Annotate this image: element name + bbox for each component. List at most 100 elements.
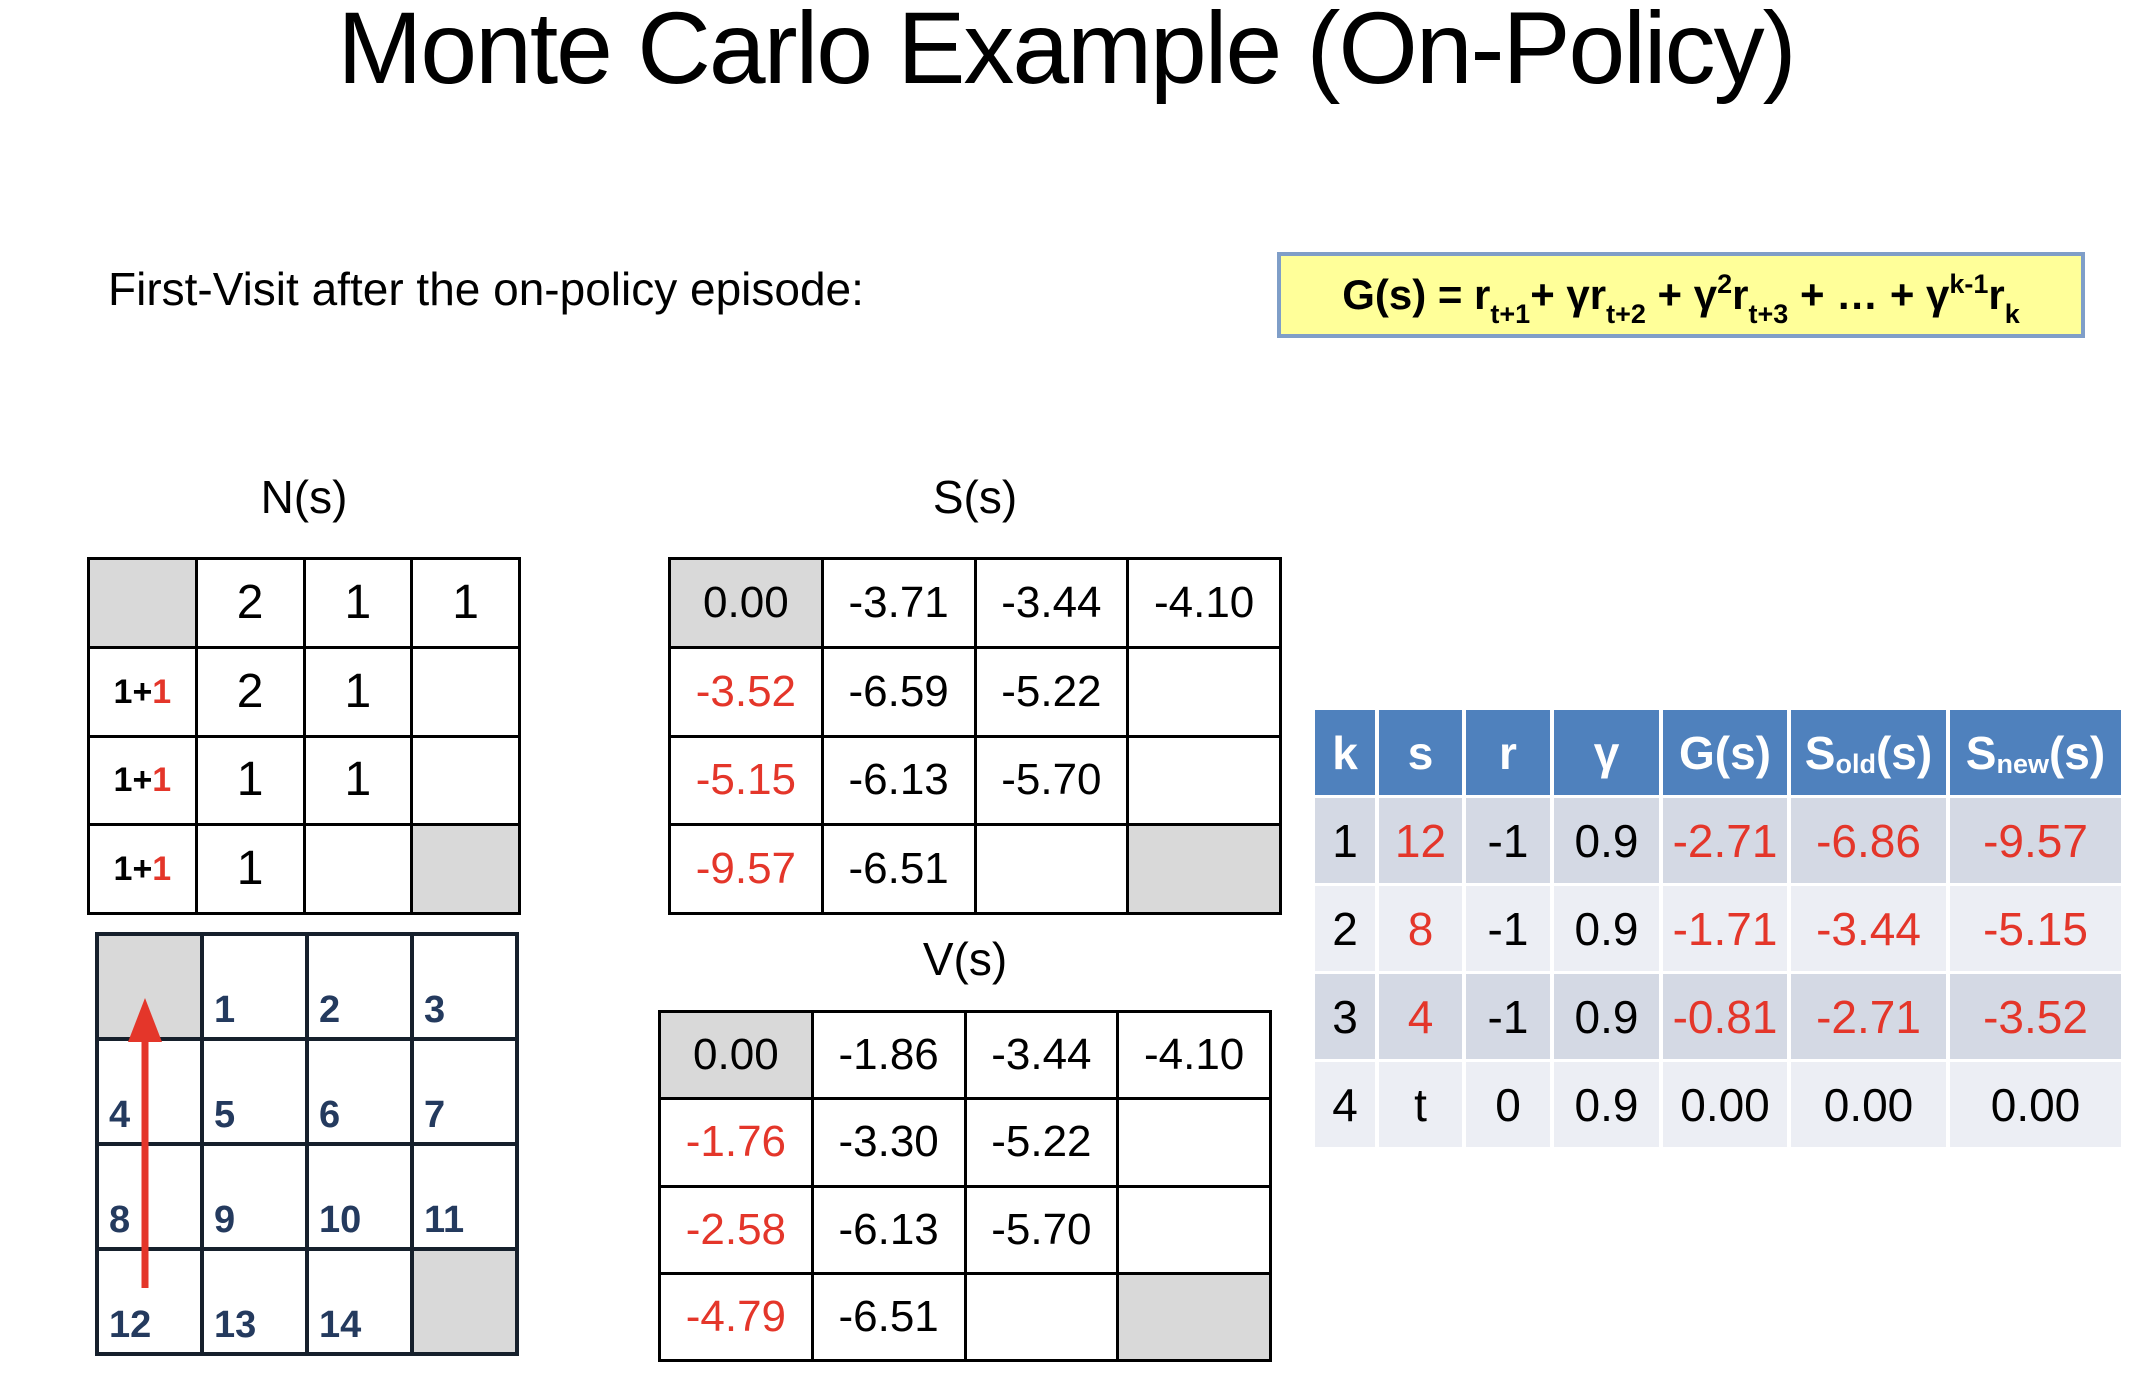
text-part: 12 [1394, 814, 1447, 867]
grid-cell-r3c1: 13 [204, 1251, 305, 1352]
visit-count-cell-r1c1: 2 [197, 648, 303, 735]
grid-cell-r2c1: 9 [204, 1146, 305, 1247]
value-table: 0.00 -1.86 -3.44 -4.10 -1.76 -3.30 -5.22 -2.58 -… [658, 1010, 1272, 1362]
text-part: S [1804, 726, 1836, 779]
visit-count-cell-r2c2: 1 [305, 737, 411, 824]
return-sum-table: 0.00 -3.71 -3.44 -4.10 -3.52 -6.59 -5.22 -5.15 -… [668, 557, 1282, 915]
text-part: -1.71 [1672, 902, 1778, 955]
state-number: 10 [319, 1199, 362, 1241]
text-part: -4.10 [1143, 1030, 1245, 1080]
return-sum-cell-r1c2: -5.22 [976, 648, 1127, 735]
text-part: r [1988, 271, 2005, 318]
text-part: r [1499, 726, 1517, 779]
episode-table-cell-r1c6: -5.15 [1950, 886, 2121, 971]
episode-table-cell-r1c2: -1 [1466, 886, 1550, 971]
text-part: t [1414, 1078, 1427, 1131]
text-part: -3.30 [838, 1117, 939, 1167]
visit-count-cell-r0c2: 1 [305, 560, 411, 646]
episode-table-header-c1: s [1379, 710, 1462, 795]
text-part: -5.15 [1983, 902, 2088, 955]
text-part: -9.57 [1983, 814, 2088, 867]
visit-count-table-label: N(s) [260, 471, 348, 523]
text-part: -5.22 [1001, 666, 1102, 716]
episode-table-cell-r1c1: 8 [1379, 886, 1462, 971]
value-cell-r2c0: -2.58 [661, 1187, 811, 1272]
state-number: 14 [319, 1304, 362, 1346]
visit-count-cell-r0c3: 1 [413, 560, 518, 646]
text-part: γ [1593, 726, 1620, 779]
grid-cell-r1c3: 7 [414, 1041, 515, 1142]
grid-cell-r2c3: 11 [414, 1146, 515, 1247]
state-number: 3 [424, 989, 446, 1031]
text-part: old [1835, 749, 1876, 779]
text-part: -6.51 [848, 844, 949, 894]
text-part: 0.00 [1680, 1078, 1770, 1131]
text-part: s [1407, 726, 1434, 779]
grid-world: 1 2 3 4 5 6 7 8 9 10 11 12 13 14 [95, 932, 519, 1356]
text-part: -3.44 [991, 1030, 1092, 1080]
value-cell-r1c0: -1.76 [661, 1100, 811, 1185]
return-sum-table-label: S(s) [932, 471, 1018, 523]
visit-count-cell-r2c3 [413, 737, 518, 824]
state-number: 12 [109, 1304, 152, 1346]
text-part: (s) [2048, 726, 2106, 779]
episode-table-cell-r0c4: -2.71 [1663, 798, 1787, 883]
state-number: 4 [109, 1094, 131, 1136]
visit-count-cell-r3c3 [413, 826, 518, 912]
episode-table-header-c0: k [1315, 710, 1375, 795]
grid-cell-r1c1: 5 [204, 1041, 305, 1142]
state-number: 13 [214, 1304, 257, 1346]
state-number: 9 [214, 1199, 236, 1241]
episode-table-cell-r2c1: 4 [1379, 974, 1462, 1059]
text-part: t+1 [1490, 299, 1531, 329]
text-part: k-1 [1949, 269, 1989, 299]
value-cell-r3c1: -6.51 [813, 1274, 964, 1359]
return-sum-cell-r3c2 [976, 826, 1127, 912]
text-part: -3.44 [1816, 902, 1921, 955]
value-cell-r2c1: -6.13 [813, 1187, 964, 1272]
grid-cell-r0c1: 1 [204, 936, 305, 1037]
state-number: 5 [214, 1094, 236, 1136]
episode-table-cell-r2c4: -0.81 [1663, 974, 1787, 1059]
text-part: 1 [152, 850, 172, 889]
text-part: -1 [1487, 814, 1529, 867]
text-part: 1 [452, 575, 479, 629]
grid-cell-r2c0: 8 [99, 1146, 200, 1247]
return-sum-cell-r3c1: -6.51 [823, 826, 974, 912]
state-number: 1 [214, 989, 236, 1031]
return-sum-cell-r0c2: -3.44 [976, 560, 1127, 646]
value-cell-r1c2: -5.22 [966, 1100, 1117, 1185]
visit-count-cell-r2c0: 1+ 1 [90, 737, 195, 824]
text-part: -4.10 [1153, 577, 1255, 627]
visit-count-cell-r1c3 [413, 648, 518, 735]
text-part: 0.00 [693, 1030, 779, 1080]
text-part: 1 [152, 761, 172, 800]
visit-count-cell-r2c1: 1 [197, 737, 303, 824]
text-part: -4.79 [685, 1291, 787, 1341]
grid-cell-r1c0: 4 [99, 1041, 200, 1142]
episode-table-header-c3: γ [1554, 710, 1659, 795]
text-part: 2 [1332, 902, 1358, 955]
text-part: 1 [344, 575, 372, 629]
text-part: 0.00 [703, 577, 789, 627]
episode-table-cell-r1c5: -3.44 [1791, 886, 1946, 971]
text-part: + … + γ [1788, 271, 1950, 318]
first-visit-caption: First-Visit after the on-policy episode: [108, 263, 864, 315]
text-part: 8 [1407, 902, 1434, 955]
value-cell-r1c1: -3.30 [813, 1100, 964, 1185]
text-part: 0.00 [1823, 1078, 1914, 1131]
text-part: -2.58 [685, 1204, 787, 1254]
episode-table-cell-r3c1: t [1379, 1062, 1462, 1147]
episode-table-cell-r1c3: 0.9 [1554, 886, 1659, 971]
episode-table-cell-r0c0: 1 [1315, 798, 1375, 883]
text-part: 1+ [113, 850, 153, 889]
text-part: 4 [1407, 990, 1434, 1043]
episode-table-cell-r3c5: 0.00 [1791, 1062, 1946, 1147]
episode-table-cell-r3c3: 0.9 [1554, 1062, 1659, 1147]
text-part: 4 [1332, 1078, 1358, 1131]
episode-table-cell-r3c6: 0.00 [1950, 1062, 2121, 1147]
grid-cell-r1c2: 6 [309, 1041, 410, 1142]
value-cell-r0c2: -3.44 [966, 1013, 1117, 1098]
episode-table-cell-r0c5: -6.86 [1791, 798, 1946, 883]
